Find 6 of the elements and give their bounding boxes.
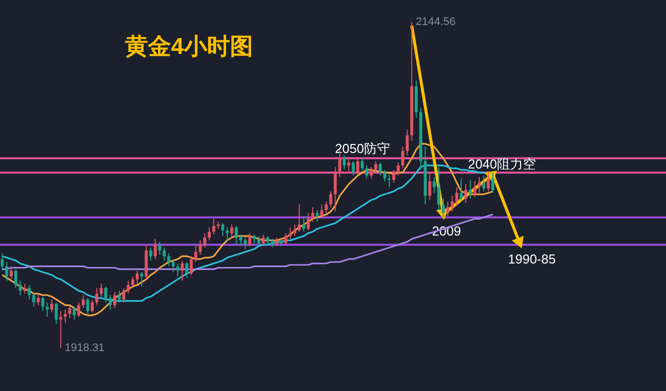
ref-line-label: 2050防守 — [335, 141, 390, 156]
annotation: 2144.56 — [416, 16, 456, 28]
text: 黄金4小时图 — [124, 33, 253, 59]
ref-line-label: 1990-85 — [508, 252, 556, 267]
annotation: 1918.31 — [64, 342, 105, 354]
ref-line-label: 2040阻力空 — [468, 156, 536, 172]
